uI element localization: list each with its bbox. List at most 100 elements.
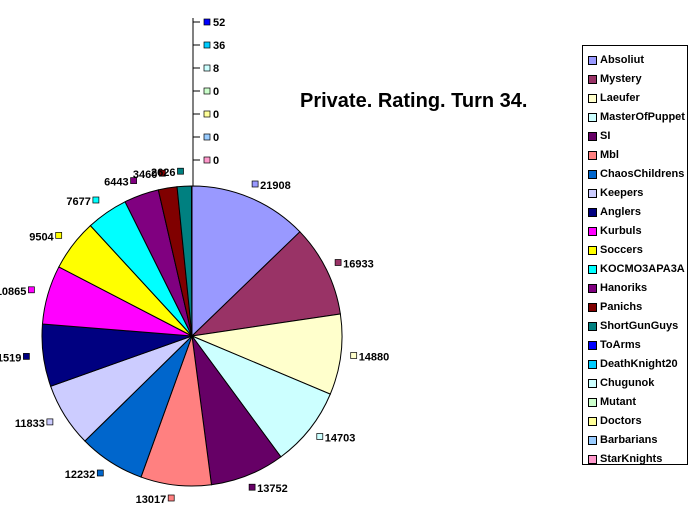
legend-item-mystery: Mystery [583,70,687,89]
data-label-doctors: 0 [203,109,219,121]
legend-label: MasterOfPuppet [600,111,685,123]
legend-item-mutant: Mutant [583,393,687,412]
data-label-swatch [334,259,342,266]
data-label-swatch [203,156,211,164]
data-label-masterofpuppet: 14703 [316,433,356,445]
data-label-swatch [177,167,184,175]
data-label-swatch [203,110,211,118]
legend-item-chugunok: Chugunok [583,374,687,393]
data-label-absoliut: 21908 [251,180,291,192]
data-label-value: 11519 [0,352,21,364]
legend-label: Soccers [600,244,643,256]
data-label-swatch [316,433,324,440]
legend-swatch [588,227,597,236]
legend-swatch [588,265,597,274]
legend-item-absoliut: Absoliut [583,51,687,70]
legend-swatch [588,398,597,407]
data-label-swatch [96,469,104,477]
data-label-swatch [167,494,175,502]
legend-label: Absoliut [600,54,644,66]
legend-swatch [588,246,597,255]
data-label-si: 13752 [248,483,288,495]
legend-item-anglers: Anglers [583,203,687,222]
data-label-kurbuls: 10865 [0,286,35,298]
pie-slice-absoliut [191,185,301,338]
pie-slice-mystery [190,231,341,337]
data-label-value: 36 [213,40,225,52]
data-label-panichs: 3460 [133,169,166,181]
legend-item-masterofpuppet: MasterOfPuppet [583,108,687,127]
legend-label: Mystery [600,73,642,85]
data-label-value: 0 [213,132,219,144]
legend-swatch [588,303,597,312]
legend-swatch [588,94,597,103]
legend-swatch [588,151,597,160]
data-label-chugunok: 8 [203,63,219,75]
data-label-value: 0 [213,86,219,98]
legend-swatch [588,455,597,464]
legend-swatch [588,360,597,369]
legend-item-soccers: Soccers [583,241,687,260]
legend-item-chaoschildrens: ChaosChildrens [583,165,687,184]
data-label-mutant: 0 [203,86,219,98]
data-label-kocmo3apa3a: 7677 [66,196,100,208]
data-label-value: 11833 [15,418,45,430]
legend-item-kocmo3apa3a: KOCMO3APA3A [583,260,687,279]
legend-label: Mutant [600,396,637,408]
data-label-swatch [203,18,211,26]
legend-label: Hanoriks [600,282,648,294]
legend-label: Mbl [600,149,619,161]
legend-label: Panichs [600,301,643,313]
legend-swatch [588,417,597,426]
legend-item-panichs: Panichs [583,298,687,317]
legend-label: Laeufer [600,92,640,104]
legend-swatch [588,75,597,84]
data-label-swatch [55,232,63,239]
legend-label: DeathKnight20 [600,358,678,370]
legend-swatch [588,379,597,388]
legend-item-laeufer: Laeufer [583,89,687,108]
data-label-chaoschildrens: 12232 [65,469,104,481]
data-label-starknights: 0 [203,155,219,167]
data-label-swatch [203,87,211,95]
data-label-soccers: 9504 [29,231,63,243]
legend-label: ChaosChildrens [600,168,685,180]
data-label-swatch [203,64,211,72]
data-label-value: 9504 [29,231,54,243]
legend-item-toarms: ToArms [583,336,687,355]
chart-title: Private. Rating. Turn 34. [300,90,528,112]
data-label-anglers: 11519 [0,352,30,364]
data-label-laeufer: 14880 [350,352,389,364]
legend-label: Chugunok [600,377,655,389]
legend-swatch [588,56,597,65]
legend-label: Kurbuls [600,225,642,237]
legend-label: KOCMO3APA3A [600,263,685,275]
data-label-swatch [23,353,30,360]
legend-label: Anglers [600,206,641,218]
legend-label: ToArms [600,339,641,351]
data-label-swatch [159,169,166,177]
legend-item-doctors: Doctors [583,412,687,431]
data-label-value: 12232 [65,469,96,481]
data-label-swatch [130,177,137,184]
data-label-value: 7677 [66,196,90,208]
data-label-value: 13017 [136,494,167,506]
legend-swatch [588,170,597,179]
legend-label: Barbarians [600,434,658,446]
data-label-swatch [248,483,256,491]
legend-swatch [588,322,597,331]
data-label-barbarians: 0 [203,132,219,144]
data-label-value: 14703 [325,433,356,445]
legend-item-kurbuls: Kurbuls [583,222,687,241]
legend-swatch [588,208,597,217]
chart-legend: Absoliut Mystery Laeufer MasterOfPuppet SI Mb… [582,45,688,465]
data-label-toarms: 52 [203,17,225,29]
legend-label: ShortGunGuys [600,320,679,332]
data-label-swatch [46,418,54,426]
legend-item-starknights: StarKnights [583,450,687,469]
data-label-value: 0 [213,109,219,121]
legend-label: StarKnights [600,453,663,465]
data-label-mystery: 16933 [334,259,374,271]
data-label-swatch [203,41,211,49]
